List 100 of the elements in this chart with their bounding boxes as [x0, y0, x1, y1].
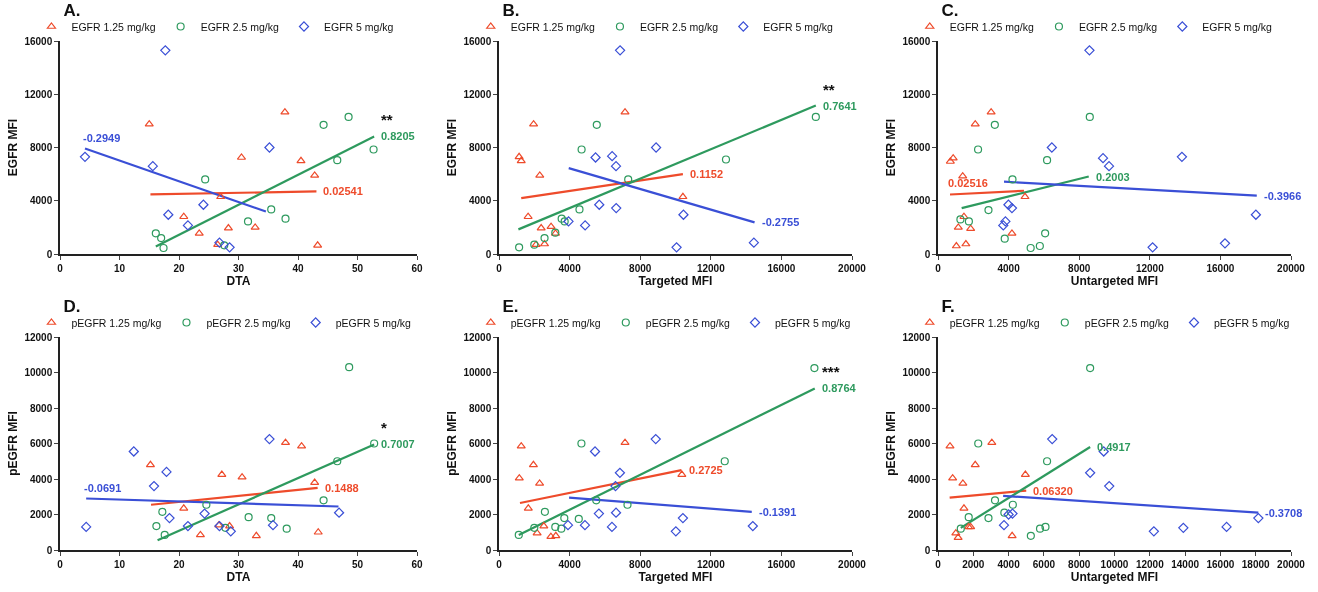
y-tick-label: 12000 [24, 331, 53, 343]
point [811, 112, 820, 121]
point [333, 457, 342, 466]
point [1007, 508, 1018, 519]
point [128, 446, 139, 457]
legend-label: pEGFR 1.25 mg/kg [71, 316, 162, 329]
x-tick-label: 8000 [1068, 558, 1091, 570]
point [1085, 112, 1094, 121]
point [670, 526, 681, 537]
y-tick-label: 2000 [469, 509, 492, 520]
point [721, 155, 731, 164]
point [560, 217, 569, 226]
point [987, 438, 997, 445]
annotation: ** [823, 81, 835, 98]
point [201, 175, 210, 184]
point [1148, 526, 1160, 537]
point [624, 175, 633, 184]
point [998, 220, 1009, 231]
x-tick-label: 30 [232, 558, 245, 570]
point [280, 108, 290, 115]
point [959, 212, 969, 220]
legend-label: EGFR 2.5 mg/kg [639, 20, 719, 33]
point [671, 242, 682, 253]
point [579, 220, 591, 231]
point [310, 478, 320, 485]
point [199, 508, 210, 519]
y-tick-label: 4000 [30, 473, 53, 485]
point [160, 45, 171, 56]
annotation: 0.06320 [1033, 485, 1073, 497]
x-tick-label: 10 [113, 558, 126, 570]
point [179, 212, 189, 220]
annotation: -0.2755 [762, 216, 800, 228]
chart-title: B. [502, 1, 520, 21]
x-axis-title: Untargeted MFI [1070, 273, 1159, 288]
point [1046, 142, 1057, 153]
point [319, 120, 328, 129]
x-tick-label: 60 [411, 558, 423, 570]
y-tick-label: 16000 [24, 35, 53, 47]
point [194, 229, 204, 236]
annotation: ** [381, 111, 393, 128]
point [370, 439, 379, 448]
point [164, 512, 175, 524]
point [528, 460, 539, 468]
point [606, 151, 618, 162]
point [264, 433, 275, 445]
x-tick-label: 6000 [1032, 558, 1056, 570]
point [959, 504, 969, 511]
y-tick-label: 12000 [463, 88, 492, 100]
point [333, 156, 342, 165]
y-tick-label: 12000 [902, 88, 931, 100]
x-tick-label: 40 [292, 558, 304, 570]
x-tick-label: 16000 [1206, 262, 1235, 274]
point [970, 120, 980, 127]
x-axis-title: Targeted MFI [638, 273, 713, 288]
point [220, 241, 229, 250]
chart-title: D. [63, 297, 81, 317]
y-axis-title: pEGFR MFI [445, 411, 460, 476]
annotation: 0.4917 [1097, 441, 1131, 453]
legend-label: EGFR 5 mg/kg [323, 20, 394, 33]
point [1221, 521, 1232, 533]
point [225, 526, 236, 537]
legend-label: EGFR 1.25 mg/kg [510, 20, 595, 33]
point [144, 120, 154, 127]
point [1003, 199, 1014, 210]
point [530, 523, 539, 532]
point [953, 223, 963, 230]
point [945, 157, 955, 164]
point [224, 521, 235, 529]
point [610, 480, 621, 492]
x-axis-title: DTA [226, 569, 251, 584]
x-tick-label: 8000 [629, 262, 652, 274]
x-tick-label: 4000 [997, 558, 1021, 570]
point [551, 522, 560, 532]
point [237, 473, 247, 480]
point [956, 215, 965, 224]
point [577, 145, 586, 154]
x-tick-label: 50 [351, 262, 364, 274]
point [1104, 480, 1115, 492]
x-tick-label: 20000 [1277, 558, 1306, 570]
x-tick-label: 4000 [558, 558, 582, 570]
point [1006, 202, 1018, 214]
legend-label: pEGFR 1.25 mg/kg [510, 316, 601, 329]
x-tick-label: 20000 [838, 262, 867, 274]
point [243, 217, 253, 226]
annotation: 0.7641 [823, 100, 857, 112]
point [158, 507, 167, 516]
y-tick-label: 0 [46, 248, 53, 260]
point [614, 45, 626, 56]
annotation: 0.2725 [689, 464, 723, 476]
point [1219, 238, 1231, 249]
point [214, 521, 224, 528]
y-tick-label: 6000 [908, 438, 931, 449]
y-tick-label: 4000 [469, 473, 492, 485]
y-tick-label: 0 [485, 544, 492, 556]
point [984, 205, 993, 215]
point [523, 504, 533, 511]
annotation: *** [822, 363, 840, 380]
point [593, 508, 605, 519]
point [1147, 242, 1158, 253]
y-tick-label: 8000 [30, 142, 53, 153]
